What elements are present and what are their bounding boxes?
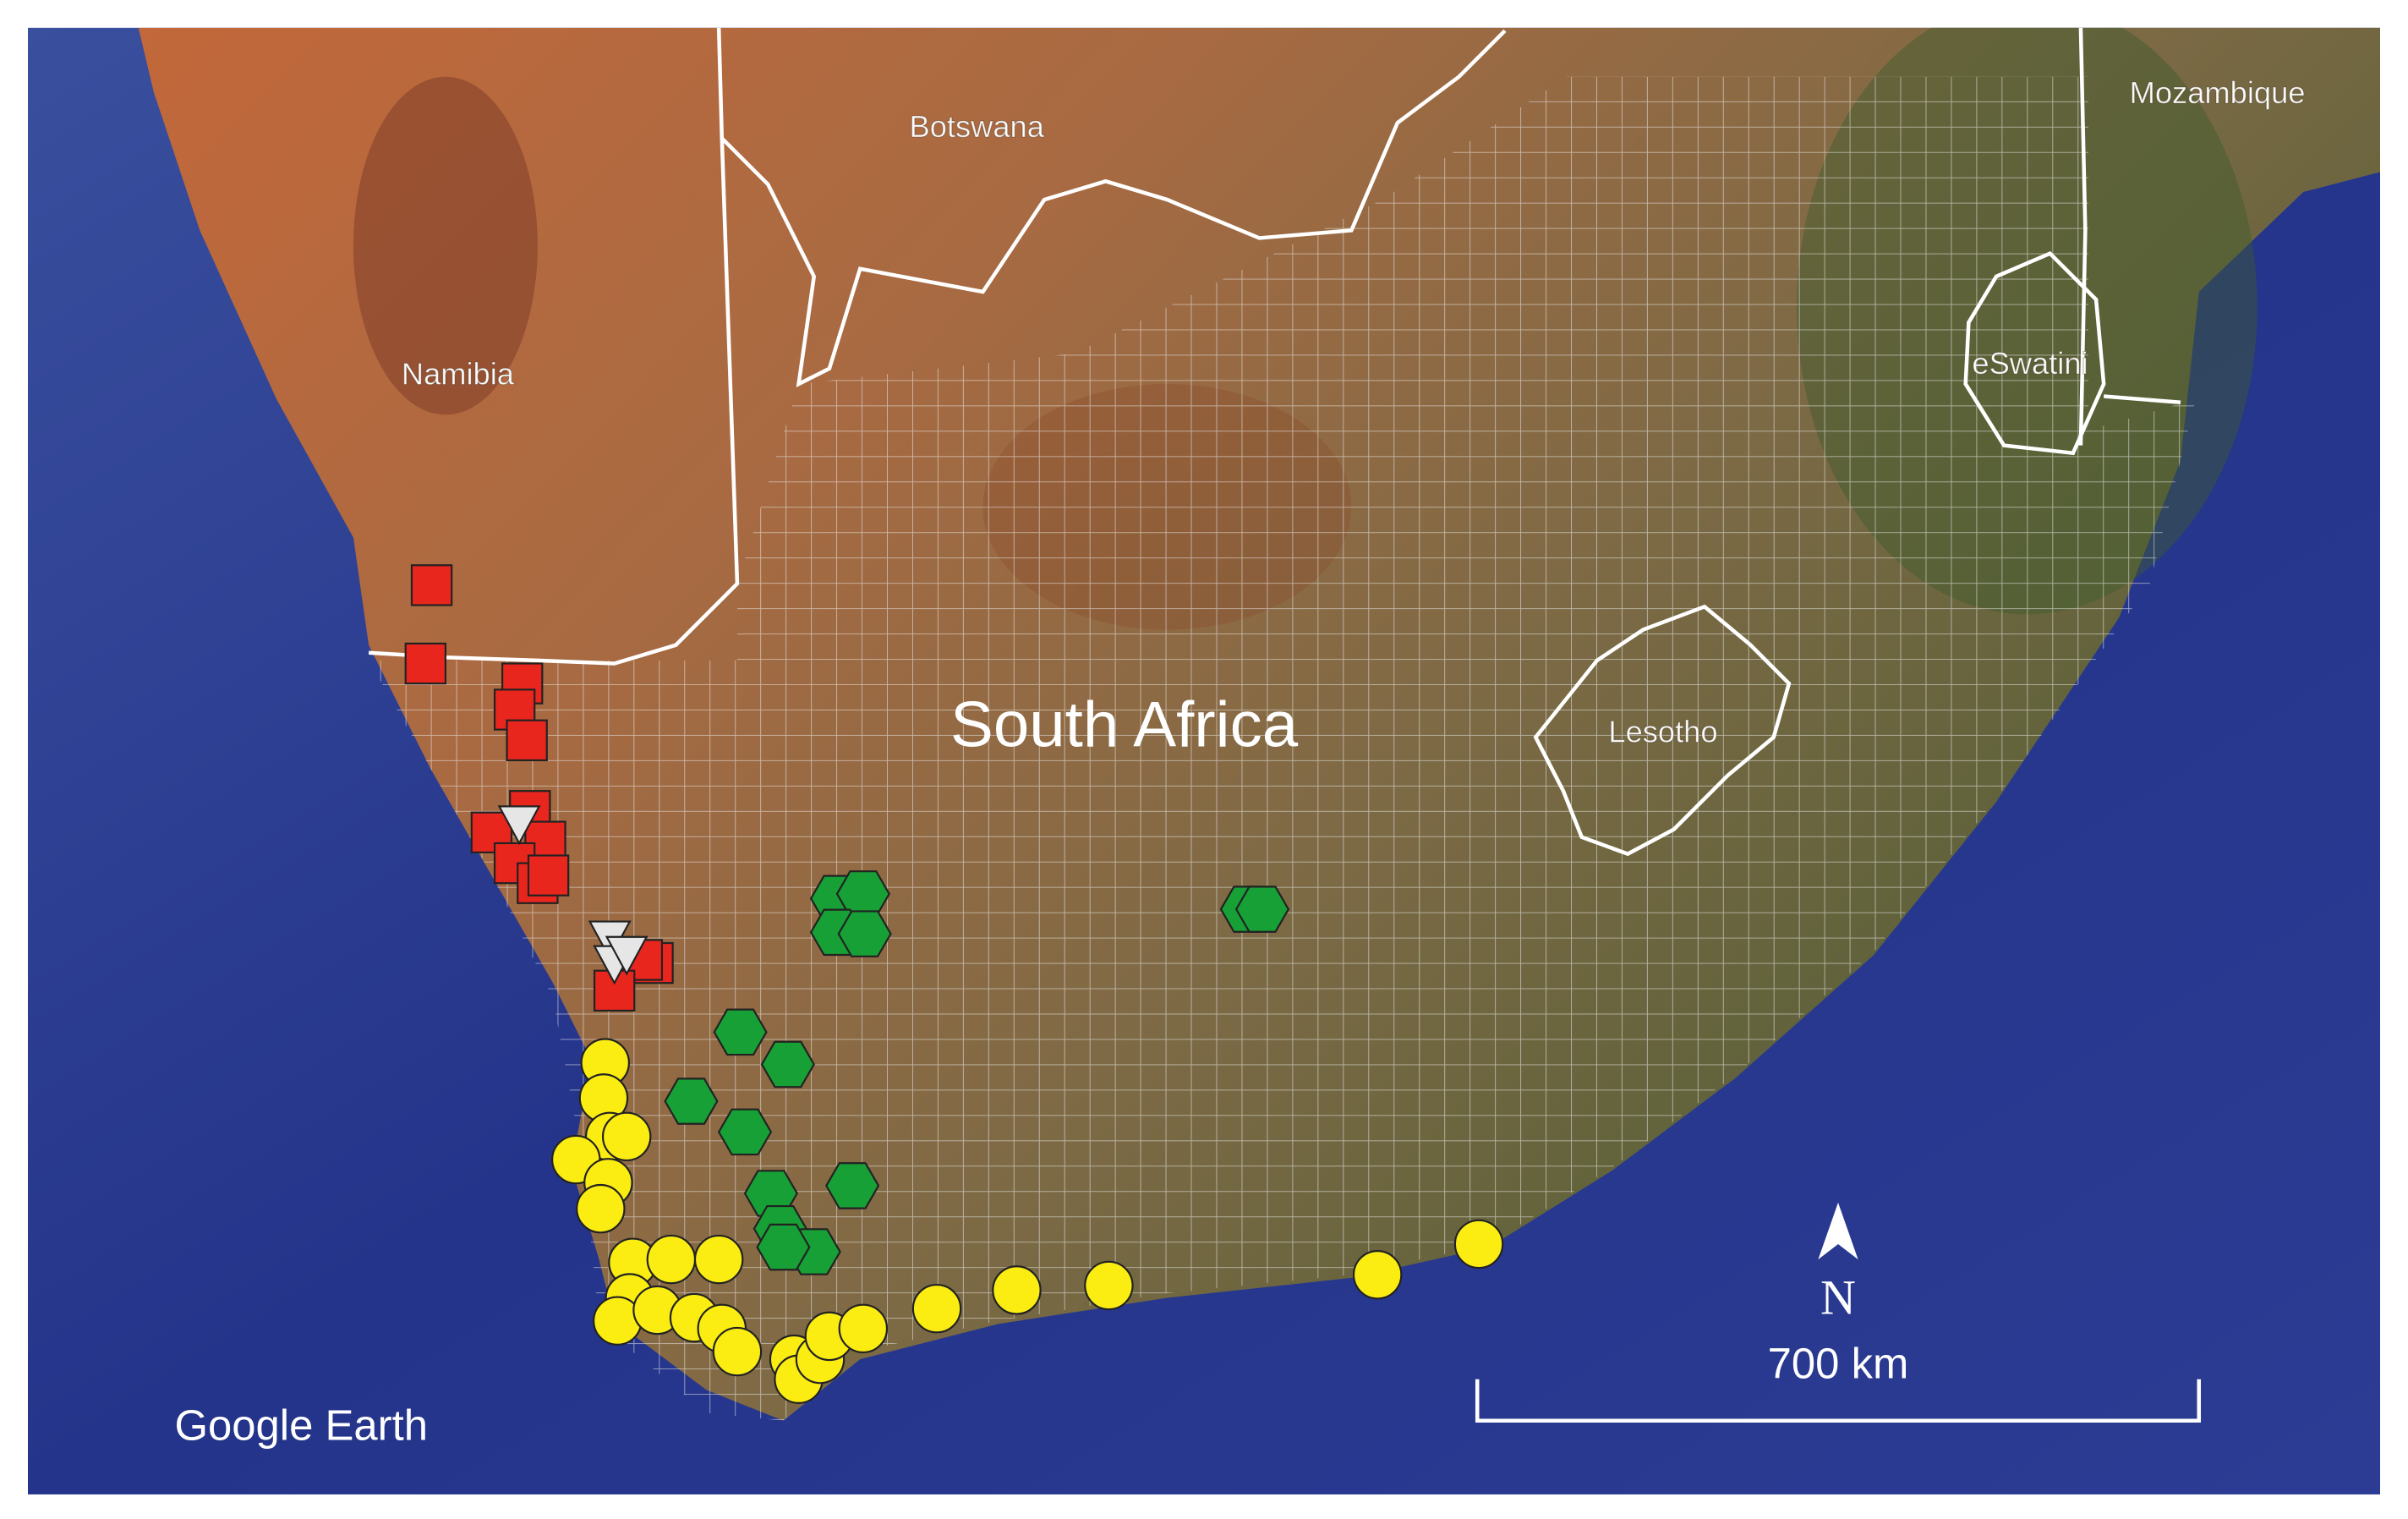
- country-label: Mozambique: [2130, 75, 2306, 110]
- marker-circle: [838, 1303, 889, 1354]
- country-label: South Africa: [950, 689, 1299, 761]
- marker-circle: [601, 1111, 652, 1162]
- marker-square: [527, 854, 570, 897]
- north-label: N: [1820, 1269, 1856, 1324]
- marker-hexagon: [760, 1040, 816, 1089]
- marker-hexagon: [837, 910, 892, 957]
- country-label: Lesotho: [1608, 715, 1717, 749]
- marker-hexagon: [1234, 886, 1290, 933]
- marker-hexagon: [664, 1078, 719, 1125]
- border: [720, 29, 1507, 387]
- marker-circle: [1352, 1250, 1403, 1300]
- scale-label: 700 km: [1768, 1340, 1909, 1388]
- marker-hexagon: [717, 1108, 773, 1156]
- scale-bar: [1475, 1379, 2202, 1423]
- marker-hexagon: [713, 1008, 768, 1056]
- border: [1533, 604, 1792, 857]
- attribution: Google Earth: [174, 1401, 428, 1449]
- marker-circle: [712, 1326, 763, 1377]
- marker-square: [404, 642, 446, 685]
- marker-hexagon: [825, 1162, 880, 1209]
- marker-square: [470, 811, 513, 853]
- border: [368, 27, 740, 666]
- marker-triangle: [605, 935, 649, 976]
- marker-circle: [1084, 1260, 1134, 1311]
- north-arrow: [1818, 1202, 1858, 1260]
- marker-circle: [693, 1234, 744, 1285]
- border: [2078, 27, 2088, 446]
- marker-circle: [992, 1265, 1042, 1315]
- border: [1963, 250, 2181, 456]
- grid-overlay: [369, 76, 2197, 1421]
- map-view: Botswana Namibia Mozambique eSwatini Les…: [27, 27, 2381, 1494]
- marker-square: [410, 564, 453, 606]
- borders: [368, 27, 2181, 857]
- country-label: Namibia: [402, 357, 515, 392]
- marker-circle: [646, 1234, 697, 1285]
- terrain: [353, 76, 538, 415]
- marker-hexagon: [756, 1223, 811, 1271]
- country-label: Botswana: [910, 109, 1045, 144]
- marker-circle: [576, 1183, 626, 1234]
- markers: [404, 564, 1504, 1404]
- marker-circle: [911, 1283, 962, 1334]
- country-label: eSwatini: [1972, 346, 2088, 381]
- marker-square: [506, 719, 548, 761]
- marker-circle: [1453, 1219, 1504, 1269]
- marker-triangle: [497, 805, 541, 846]
